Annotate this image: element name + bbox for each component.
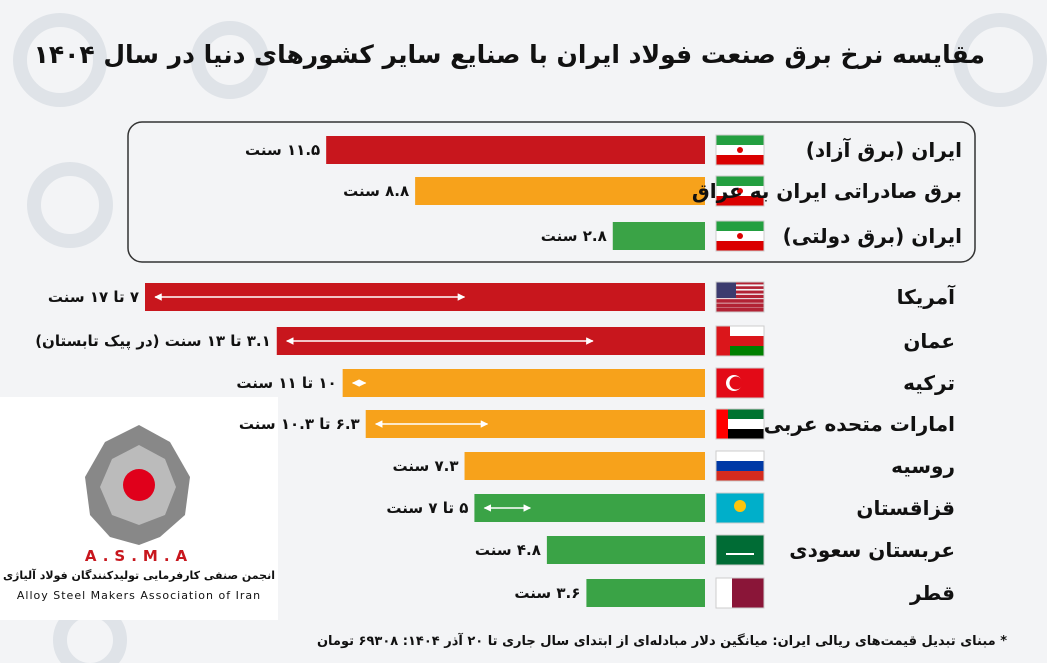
value-label: ۱۱.۵ سنت	[245, 141, 321, 159]
flag-part	[716, 135, 764, 145]
bar	[342, 369, 705, 397]
flag-part	[716, 291, 764, 294]
flag-part	[716, 295, 764, 299]
flag-part	[729, 376, 743, 390]
flag	[715, 408, 765, 440]
value-label: ۳.۱ تا ۱۳ سنت (در پیک تابستان)	[35, 332, 271, 350]
value-label: ۶.۳ تا ۱۰.۳ سنت	[238, 415, 360, 433]
flag-border	[715, 134, 765, 166]
flag-part	[716, 282, 736, 298]
value-label: ۳.۶ سنت	[514, 584, 581, 602]
flag	[715, 534, 765, 566]
flag-part	[716, 471, 764, 481]
flag-part	[726, 553, 754, 555]
value-label: ۲.۸ سنت	[540, 227, 607, 245]
bar	[464, 452, 705, 480]
value-label: ۵ تا ۷ سنت	[386, 499, 469, 517]
flag-part	[737, 188, 743, 194]
flag-border	[715, 281, 765, 313]
flag-part	[716, 155, 764, 165]
bar	[612, 222, 705, 250]
flag-part	[716, 451, 764, 461]
flag-border	[715, 367, 765, 399]
flag-part	[716, 309, 764, 312]
flag-part	[734, 500, 746, 512]
flag-part	[716, 196, 764, 206]
logo-mark	[85, 425, 190, 545]
flag	[715, 450, 765, 482]
flag-border	[715, 450, 765, 482]
category-label: ایران (برق آزاد)	[805, 138, 962, 162]
flag-border	[715, 175, 765, 207]
bar	[586, 579, 705, 607]
value-label: ۸.۸ سنت	[343, 182, 410, 200]
flag-border	[715, 325, 765, 357]
flag-part	[716, 535, 764, 565]
flag-border	[715, 534, 765, 566]
category-label: برق صادراتی ایران به عراق	[691, 179, 962, 203]
flag-part	[716, 429, 764, 439]
chart-title: مقایسه نرخ برق صنعت فولاد ایران با صنایع…	[33, 40, 985, 69]
flag	[715, 325, 765, 357]
flag-part	[716, 305, 764, 308]
category-label: عربستان سعودی	[789, 538, 955, 562]
category-label: آمریکا	[896, 285, 955, 309]
flag	[715, 577, 765, 609]
flag-part	[716, 221, 764, 231]
flag-part	[716, 282, 764, 285]
flag-part	[716, 299, 764, 302]
flag-part	[716, 346, 764, 356]
bar	[326, 136, 705, 164]
bar	[546, 536, 705, 564]
flag-part	[716, 307, 764, 311]
flag-part	[716, 419, 764, 429]
category-label: ایران (برق دولتی)	[782, 224, 962, 248]
value-label: ۷.۳ سنت	[392, 457, 459, 475]
flag-part	[737, 233, 743, 239]
flag	[715, 492, 765, 524]
category-label: روسیه	[891, 454, 955, 478]
flag-part	[716, 303, 764, 306]
flag-part	[716, 286, 764, 289]
flag-part	[716, 409, 728, 439]
logo-name-fa: انجمن صنفی کارفرمایی تولیدکنندگان فولاد …	[2, 569, 276, 582]
value-label: ۴.۸ سنت	[474, 541, 541, 559]
flag	[715, 281, 765, 313]
logo-acronym: A.S.M.A	[84, 547, 194, 565]
flag-border	[715, 577, 765, 609]
value-label: ۷ تا ۱۷ سنت	[47, 288, 139, 306]
logo-name-en: Alloy Steel Makers Association of Iran	[16, 589, 262, 602]
flag-part	[716, 300, 764, 303]
flag-part	[716, 241, 764, 251]
category-label: قزاقستان	[856, 496, 955, 520]
footnote: * مبنای تبدیل قیمت‌های ریالی ایران: میان…	[316, 634, 1007, 649]
flag-part	[716, 336, 764, 346]
category-label: امارات متحده عربی	[763, 412, 955, 436]
flag	[715, 367, 765, 399]
flag-part	[716, 326, 730, 356]
flag	[715, 220, 765, 252]
flag-border	[715, 220, 765, 252]
bar	[415, 177, 705, 205]
flag-border	[715, 408, 765, 440]
flag-part	[716, 326, 764, 336]
category-label: عمان	[903, 329, 955, 353]
highlight-box	[127, 121, 976, 263]
flag-part	[716, 409, 764, 419]
value-label: ۱۰ تا ۱۱ سنت	[236, 374, 337, 392]
flag-part	[716, 461, 764, 471]
flag-part	[737, 147, 743, 153]
flag-part	[716, 176, 764, 186]
category-label: قطر	[909, 581, 955, 605]
flag-border	[715, 492, 765, 524]
category-label: ترکیه	[903, 371, 955, 395]
logo: A.S.M.A انجمن صنفی کارفرمایی تولیدکنندگا…	[0, 397, 278, 620]
flag	[715, 175, 765, 207]
flag	[715, 134, 765, 166]
flag-part	[716, 578, 732, 608]
